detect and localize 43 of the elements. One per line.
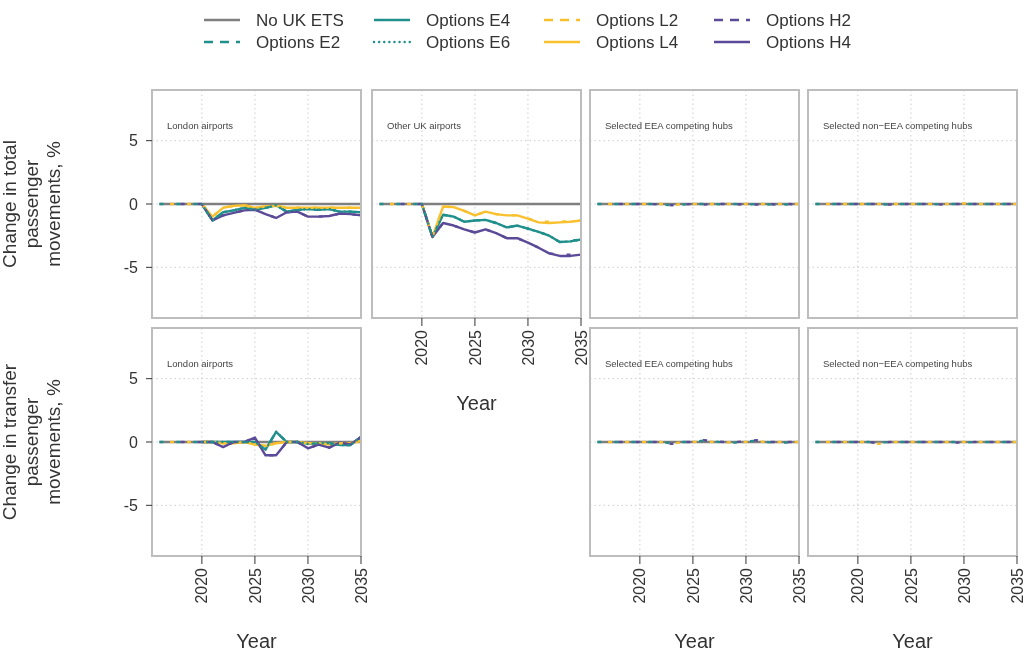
x-axis-title: Year bbox=[456, 392, 498, 414]
text: Selected non−EEA competing hubs bbox=[823, 120, 973, 131]
legend-label: Options E4 bbox=[426, 10, 511, 30]
legend-label: Options H4 bbox=[766, 32, 852, 52]
y-tick-label: 0 bbox=[129, 433, 139, 451]
legend-label: Options E2 bbox=[256, 32, 341, 52]
x-tick-label: 2025 bbox=[902, 567, 920, 604]
legend-label: Options L2 bbox=[596, 10, 679, 30]
text: London airports bbox=[167, 120, 234, 131]
x-tick-label: 2035 bbox=[1008, 567, 1026, 604]
x-tick-label: 2035 bbox=[790, 567, 808, 604]
x-tick-label: 2025 bbox=[246, 567, 264, 604]
y-axis-title: Change in total passenger movements, % bbox=[0, 140, 64, 268]
x-tick-label: 2020 bbox=[413, 329, 431, 366]
x-tick-label: 2020 bbox=[631, 567, 649, 604]
text: London airports bbox=[167, 358, 234, 369]
y-tick-label: 0 bbox=[129, 195, 139, 213]
x-tick-label: 2030 bbox=[299, 567, 317, 604]
legend-label: Options E6 bbox=[426, 32, 511, 52]
x-tick-label: 2030 bbox=[737, 567, 755, 604]
text: Selected EEA competing hubs bbox=[605, 358, 734, 369]
legend-label: Options L4 bbox=[596, 32, 679, 52]
legend-label: No UK ETS bbox=[256, 10, 344, 30]
x-axis-title: Year bbox=[674, 630, 716, 652]
y-tick-label: 5 bbox=[129, 132, 139, 150]
x-tick-label: 2035 bbox=[572, 329, 590, 366]
text: Other UK airports bbox=[387, 120, 462, 131]
x-tick-label: 2020 bbox=[849, 567, 867, 604]
y-axis-title: Change in transfer passenger movements, % bbox=[0, 363, 64, 521]
x-tick-label: 2035 bbox=[352, 567, 370, 604]
text: Selected non−EEA competing hubs bbox=[823, 358, 973, 369]
x-tick-label: 2025 bbox=[684, 567, 702, 604]
text: Selected EEA competing hubs bbox=[605, 120, 734, 131]
y-tick-label: -5 bbox=[123, 258, 139, 276]
y-tick-label: 5 bbox=[129, 370, 139, 388]
x-tick-label: 2030 bbox=[519, 329, 537, 366]
x-tick-label: 2030 bbox=[955, 567, 973, 604]
x-tick-label: 2025 bbox=[466, 329, 484, 366]
legend-label: Options H2 bbox=[766, 10, 852, 30]
x-axis-title: Year bbox=[892, 630, 934, 652]
x-tick-label: 2020 bbox=[193, 567, 211, 604]
y-tick-label: -5 bbox=[123, 496, 139, 514]
x-axis-title: Year bbox=[236, 630, 278, 652]
